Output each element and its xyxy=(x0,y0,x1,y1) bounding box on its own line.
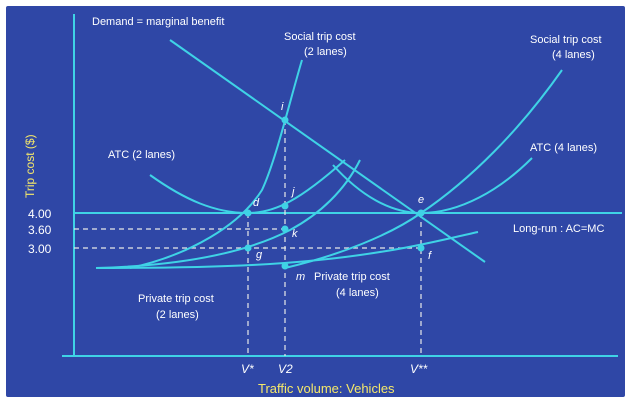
point-g: g xyxy=(256,249,263,261)
private4-label-line1: Private trip cost xyxy=(314,271,390,283)
point-k: k xyxy=(292,228,298,240)
x-tick-vstar: V* xyxy=(241,362,254,376)
private2-label-line1: Private trip cost xyxy=(138,293,214,305)
atc-2-lanes xyxy=(149,159,346,215)
atc2-label: ATC (2 lanes) xyxy=(108,149,175,161)
social4-label-line1: Social trip cost xyxy=(530,34,602,46)
private2-label-line2: (2 lanes) xyxy=(156,309,199,321)
point-j: j xyxy=(290,186,295,198)
social4-label-line2: (4 lanes) xyxy=(552,49,595,61)
social2-label-line2: (2 lanes) xyxy=(304,46,347,58)
point-g-marker xyxy=(244,244,252,252)
social2-label-line1: Social trip cost xyxy=(284,31,356,43)
longrun-label: Long-run : AC=MC xyxy=(513,223,604,235)
point-m-marker xyxy=(281,262,289,270)
point-e: e xyxy=(418,194,424,206)
social-cost-2-lanes xyxy=(129,59,303,269)
x-tick-v2: V2 xyxy=(278,362,293,376)
private-cost-2-lanes xyxy=(95,159,361,269)
point-d: d xyxy=(253,197,260,209)
demand-label: Demand = marginal benefit xyxy=(92,16,224,28)
chart-frame xyxy=(6,6,625,397)
point-d-marker xyxy=(244,209,252,217)
point-f: f xyxy=(428,250,432,262)
private4-label-line2: (4 lanes) xyxy=(336,287,379,299)
atc4-label: ATC (4 lanes) xyxy=(530,142,597,154)
point-i-marker xyxy=(281,116,289,124)
x-axis-title: Traffic volume: Vehicles xyxy=(258,381,395,396)
point-m: m xyxy=(296,271,305,283)
point-f-marker xyxy=(417,244,425,252)
x-tick-vss: V** xyxy=(410,362,428,376)
private-cost-4-lanes xyxy=(95,231,479,269)
y-tick-3-00: 3.00 xyxy=(28,242,52,256)
point-i: i xyxy=(281,101,284,113)
y-axis-title: Trip cost ($) xyxy=(23,134,37,198)
y-tick-3-60: 3.60 xyxy=(28,223,52,237)
y-tick-4-00: 4.00 xyxy=(28,207,52,221)
point-j-marker xyxy=(281,202,289,210)
point-e-marker xyxy=(417,209,425,217)
point-k-marker xyxy=(281,225,289,233)
demand-curve xyxy=(169,39,486,263)
